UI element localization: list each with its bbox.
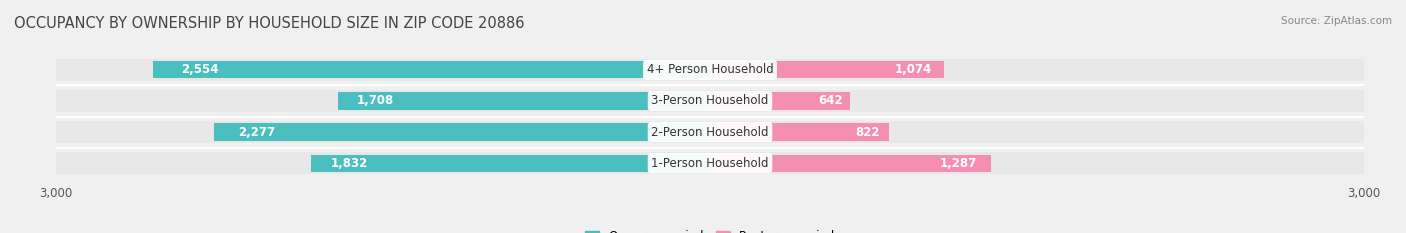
Bar xyxy=(56,58,710,81)
Text: 1,287: 1,287 xyxy=(939,157,977,170)
Text: 1,832: 1,832 xyxy=(330,157,368,170)
Text: 2-Person Household: 2-Person Household xyxy=(651,126,769,139)
Legend: Owner-occupied, Renter-occupied: Owner-occupied, Renter-occupied xyxy=(579,225,841,233)
Text: 1,074: 1,074 xyxy=(896,63,932,76)
Bar xyxy=(710,58,1364,81)
Bar xyxy=(710,93,851,110)
Bar xyxy=(710,121,1364,143)
Bar xyxy=(153,61,710,79)
Bar xyxy=(710,123,889,140)
Text: 2,277: 2,277 xyxy=(239,126,276,139)
Text: OCCUPANCY BY OWNERSHIP BY HOUSEHOLD SIZE IN ZIP CODE 20886: OCCUPANCY BY OWNERSHIP BY HOUSEHOLD SIZE… xyxy=(14,16,524,31)
Bar xyxy=(56,90,710,112)
Text: 822: 822 xyxy=(856,126,880,139)
Bar xyxy=(311,154,710,172)
Bar xyxy=(710,152,1364,175)
Bar xyxy=(56,121,710,143)
Text: 2,554: 2,554 xyxy=(181,63,219,76)
Text: 1,708: 1,708 xyxy=(356,94,394,107)
Text: Source: ZipAtlas.com: Source: ZipAtlas.com xyxy=(1281,16,1392,26)
Text: 4+ Person Household: 4+ Person Household xyxy=(647,63,773,76)
Bar xyxy=(337,93,710,110)
Bar xyxy=(56,152,710,175)
Text: 642: 642 xyxy=(818,94,844,107)
Text: 3-Person Household: 3-Person Household xyxy=(651,94,769,107)
Bar xyxy=(710,90,1364,112)
Text: 1-Person Household: 1-Person Household xyxy=(651,157,769,170)
Bar xyxy=(710,61,943,79)
Bar xyxy=(710,154,990,172)
Bar xyxy=(214,123,710,140)
